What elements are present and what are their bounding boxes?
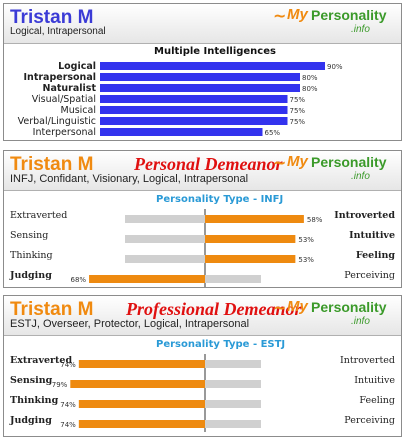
value-label: 65%: [265, 129, 281, 137]
card-subtitle: Logical, Intrapersonal: [10, 26, 106, 37]
value-label: 75%: [290, 107, 306, 115]
card-header: Tristan M Personal Demeanor INFJ, Confid…: [4, 151, 401, 191]
trait-bar: [78, 400, 205, 408]
logo-my: My: [287, 6, 308, 23]
logo-personality: Personality: [311, 7, 387, 23]
value-label: 53%: [298, 236, 314, 244]
mypersonality-logo[interactable]: ~ My Personality .info: [273, 298, 387, 334]
mypersonality-logo[interactable]: ~ My Personality .info: [273, 153, 387, 189]
right-trait-label: Intuitive: [354, 375, 395, 386]
smile-icon: ~: [273, 153, 287, 172]
opposite-bar: [205, 400, 261, 408]
left-trait-label: Judging: [9, 270, 52, 281]
chart-title: Personality Type - ESTJ: [156, 339, 286, 350]
trait-bar: [70, 380, 206, 388]
left-trait-label: Thinking: [10, 395, 59, 406]
right-trait-label: Feeling: [356, 250, 395, 261]
person-name: Tristan M: [10, 299, 94, 320]
trait-bar: [205, 235, 296, 243]
category-label: Naturalist: [43, 83, 97, 94]
bar: [100, 95, 288, 103]
right-trait-label: Intuitive: [349, 230, 395, 241]
left-trait-label: Judging: [9, 415, 52, 426]
category-label: Musical: [61, 105, 97, 116]
logo-personality: Personality: [311, 299, 387, 315]
bar: [100, 73, 300, 81]
category-label: Logical: [58, 61, 96, 72]
chart-title: Multiple Intelligences: [154, 46, 276, 57]
left-trait-label: Extraverted: [10, 210, 67, 221]
opposite-bar: [125, 255, 205, 263]
category-label: Verbal/Linguistic: [18, 116, 96, 127]
category-label: Visual/Spatial: [32, 94, 96, 105]
trait-bar: [205, 215, 304, 223]
bar: [100, 62, 325, 70]
opposite-bar: [205, 420, 261, 428]
value-label: 74%: [60, 421, 76, 429]
value-label: 74%: [60, 401, 76, 409]
card-subtitle: ESTJ, Overseer, Protector, Logical, Intr…: [10, 318, 250, 330]
left-trait-label: Extraverted: [10, 355, 72, 366]
logo-my: My: [287, 153, 308, 170]
value-label: 53%: [298, 256, 314, 264]
logo-personality: Personality: [311, 154, 387, 170]
right-trait-label: Feeling: [359, 395, 395, 406]
person-name: Tristan M: [10, 7, 94, 28]
person-name: Tristan M: [10, 154, 94, 175]
right-trait-label: Perceiving: [344, 415, 395, 426]
value-label: 74%: [60, 361, 76, 369]
logo-info: .info: [351, 316, 370, 327]
card-subtitle: INFJ, Confidant, Visionary, Logical, Int…: [10, 173, 249, 185]
professional-demeanor-card: Tristan M Professional Demeanor ESTJ, Ov…: [3, 295, 402, 437]
bar: [100, 117, 288, 125]
logo-my: My: [287, 298, 308, 315]
intelligences-card: Tristan M Logical, Intrapersonal ~ My Pe…: [3, 3, 402, 141]
value-label: 90%: [327, 63, 343, 71]
left-trait-label: Sensing: [10, 230, 48, 241]
value-label: 79%: [52, 381, 68, 389]
category-label: Intrapersonal: [24, 72, 96, 83]
opposite-bar: [205, 360, 261, 368]
logo-info: .info: [351, 24, 370, 35]
trait-bar: [78, 360, 205, 368]
value-label: 80%: [302, 74, 318, 82]
value-label: 75%: [290, 96, 306, 104]
category-label: Interpersonal: [33, 127, 96, 138]
value-label: 80%: [302, 85, 318, 93]
trait-bar: [205, 255, 296, 263]
trait-bar: [89, 275, 205, 283]
mypersonality-logo[interactable]: ~ My Personality .info: [273, 6, 387, 42]
opposite-bar: [125, 215, 205, 223]
bar: [100, 106, 288, 114]
card-header: Tristan M Professional Demeanor ESTJ, Ov…: [4, 296, 401, 336]
left-trait-label: Thinking: [10, 250, 53, 261]
value-label: 68%: [70, 276, 86, 284]
trait-bar: [78, 420, 205, 428]
demeanor-title: Personal Demeanor: [134, 154, 283, 174]
bar: [100, 84, 300, 92]
value-label: 75%: [290, 118, 306, 126]
personality-type-chart: 58% Extraverted Introverted 53% Sensing Intui…: [9, 209, 395, 287]
chart-title: Personality Type - INFJ: [156, 194, 284, 205]
intelligences-chart: Logical 90% Intrapersonal 80% Naturalist 80% V…: [18, 61, 343, 138]
demeanor-title: Professional Demeanor: [126, 299, 302, 319]
personal-demeanor-card: Tristan M Personal Demeanor INFJ, Confid…: [3, 150, 402, 288]
right-trait-label: Introverted: [334, 210, 395, 221]
bar: [100, 128, 263, 136]
value-label: 58%: [307, 216, 323, 224]
logo-info: .info: [351, 171, 370, 182]
opposite-bar: [205, 275, 261, 283]
opposite-bar: [205, 380, 261, 388]
left-trait-label: Sensing: [10, 375, 53, 386]
smile-icon: ~: [273, 6, 287, 25]
right-trait-label: Perceiving: [344, 270, 395, 281]
card-header: Tristan M Logical, Intrapersonal ~ My Pe…: [4, 4, 401, 44]
smile-icon: ~: [273, 298, 287, 317]
opposite-bar: [125, 235, 205, 243]
right-trait-label: Introverted: [340, 355, 395, 366]
